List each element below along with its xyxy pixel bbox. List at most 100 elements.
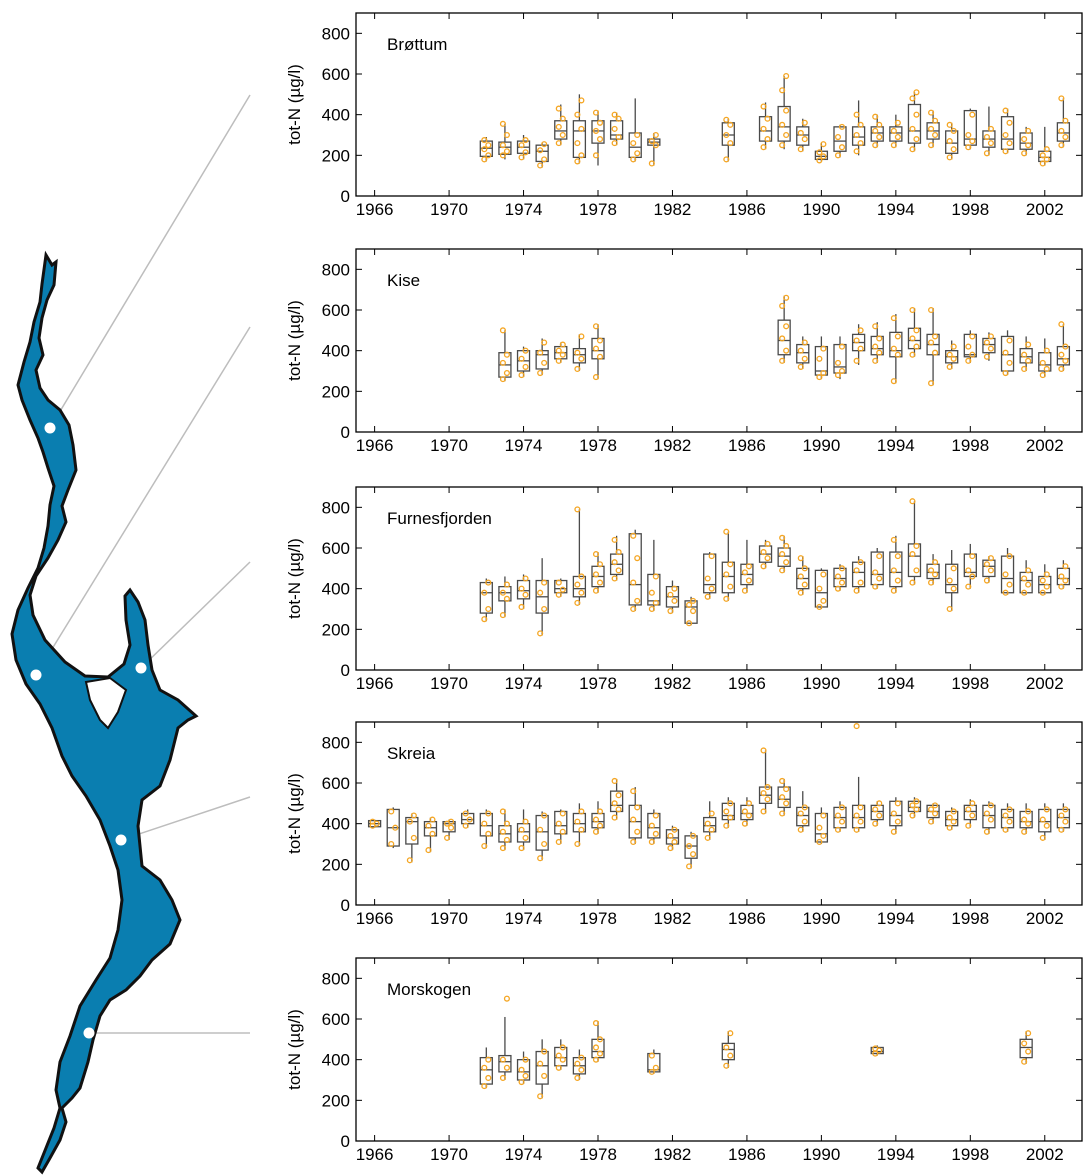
box-1972 [479,137,493,163]
data-point [388,840,395,848]
data-point [1006,553,1013,560]
data-point [983,828,990,835]
box-1974 [516,574,531,611]
box-1981 [647,809,661,846]
data-point [686,842,693,850]
data-point [537,1060,544,1067]
data-point [578,152,585,159]
data-point [820,141,827,148]
box-iqr [982,804,996,829]
data-point [801,581,808,588]
data-point [1002,131,1009,139]
data-point [671,826,678,833]
data-point [1002,571,1009,578]
data-point [950,808,957,815]
data-point [890,378,897,385]
box-1992 [851,556,866,594]
box-2001 [1019,1030,1033,1065]
box-1967 [386,807,400,849]
data-point [574,111,581,118]
box-2002 [1038,564,1052,596]
data-point [630,838,637,846]
data-point [801,804,808,811]
data-point [634,131,641,139]
box-1980 [628,98,642,163]
box-iqr [1056,808,1071,829]
box-1994 [889,114,903,149]
box-1966 [367,818,382,829]
data-point [946,138,953,145]
data-point [518,355,525,362]
data-point [946,363,953,370]
data-point [909,802,916,809]
data-point [1062,806,1069,813]
data-point [559,341,566,348]
data-point [946,577,953,584]
data-point [779,87,786,94]
data-point [727,800,734,807]
data-point [592,1020,600,1027]
data-point [611,125,618,132]
data-point [388,808,395,815]
data-point [741,569,748,576]
x-tick-label: 1990 [802,1145,840,1164]
data-point [574,365,581,373]
data-point [406,818,413,825]
data-point [592,816,600,823]
data-point [537,162,544,169]
data-point [853,131,860,139]
data-point [615,792,622,799]
data-point [779,567,786,574]
data-point [965,567,972,574]
box-1974 [516,809,531,852]
data-point [801,565,808,572]
y-tick-label: 800 [322,24,350,43]
data-point [857,140,864,147]
box-1991 [833,564,847,592]
data-point [950,585,957,592]
data-point [760,790,767,797]
box-1977 [572,333,587,373]
data-point [913,343,920,350]
data-point [499,845,506,852]
data-point [965,343,972,350]
box-1973 [498,995,512,1082]
box-1990 [814,141,829,164]
y-tick-label: 200 [322,1091,350,1110]
data-point [723,808,730,815]
data-point [596,579,604,586]
data-point [630,816,637,823]
data-point [928,579,935,586]
box-1996 [926,306,940,387]
data-point [723,156,730,163]
data-point [783,800,790,807]
box-2003 [1056,803,1071,833]
data-point [1021,1040,1028,1047]
data-point [1021,365,1028,373]
data-point [667,607,674,615]
box-1995 [907,498,922,586]
data-point [932,571,939,578]
box-1982 [665,825,680,852]
x-tick-label: 1994 [877,1145,915,1164]
data-point [834,812,842,819]
data-point [503,131,510,139]
data-point [741,808,748,815]
data-point [537,1093,544,1100]
data-point [928,818,935,825]
data-point [481,156,488,163]
data-point [574,599,581,606]
data-point [559,810,566,817]
x-tick-label: 1986 [728,674,766,693]
data-point [578,826,585,833]
data-point [592,127,600,134]
data-point [481,1083,488,1090]
data-point [574,1060,581,1067]
data-point [853,111,860,118]
box-1978 [591,1020,605,1063]
data-point [1006,581,1013,588]
box-1975 [535,558,549,637]
connector-line-kise [35,326,251,676]
x-tick-label: 2002 [1026,436,1064,455]
station-marker-skreia [115,834,127,846]
